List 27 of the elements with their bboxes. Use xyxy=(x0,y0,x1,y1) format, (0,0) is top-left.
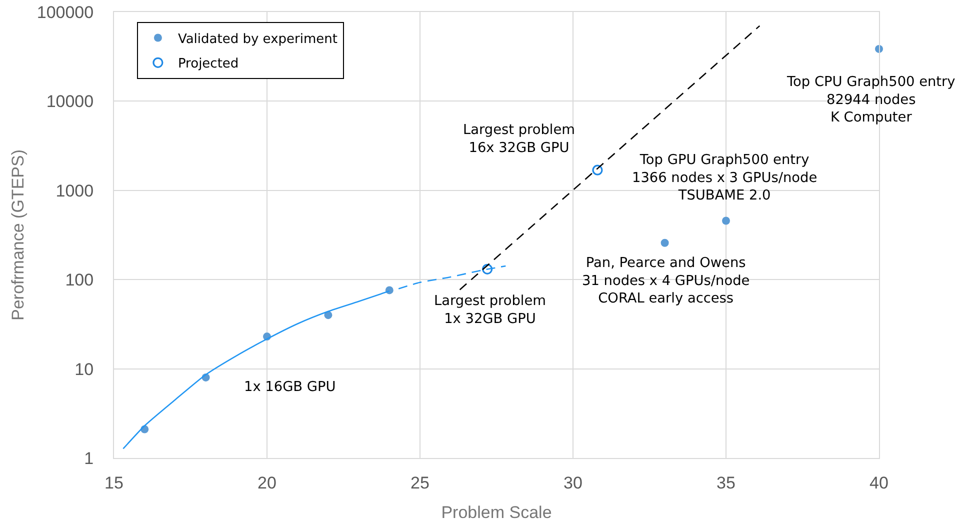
x-axis-title: Problem Scale xyxy=(441,502,552,522)
y-tick-label: 1000 xyxy=(56,181,94,200)
annotation: Top CPU Graph500 entry 82944 nodes K Computer xyxy=(786,74,956,126)
legend-label: Validated by experiment xyxy=(178,32,338,47)
x-tick-label: 15 xyxy=(104,473,124,492)
x-tick-label: 40 xyxy=(870,473,888,492)
y-tick-label: 10 xyxy=(74,360,94,379)
x-tick-label: 25 xyxy=(410,473,430,492)
y-tick-label: 100 xyxy=(65,270,94,290)
y-tick-label: 1 xyxy=(84,448,94,468)
x-tick-label: 20 xyxy=(258,473,276,492)
legend-label: Projected xyxy=(178,56,239,72)
annotation: Largest problem 1x 32GB GPU xyxy=(434,293,546,327)
annotation: Top GPU Graph500 entry 1366 nodes x 3 GPUs/node TSUBAME 2.0 xyxy=(632,152,818,204)
point xyxy=(722,216,730,225)
point xyxy=(660,238,669,247)
point xyxy=(592,164,603,176)
point xyxy=(482,264,493,274)
y-axis-title: Perofrmance (GTEPS) xyxy=(8,150,28,320)
annotation: Pan, Pearce and Owens 31 nodes x 4 GPUs/node CORAL early access xyxy=(582,255,750,307)
line-series xyxy=(398,265,506,290)
y-tick-label: 100000 xyxy=(36,2,94,22)
annotation: Largest problem 16x 32GB GPU xyxy=(463,122,575,156)
annotation: 1x 16GB GPU xyxy=(244,379,336,395)
x-tick-label: 35 xyxy=(716,473,736,492)
x-tick-label: 30 xyxy=(564,473,582,492)
y-tick-label: 10000 xyxy=(46,92,94,112)
